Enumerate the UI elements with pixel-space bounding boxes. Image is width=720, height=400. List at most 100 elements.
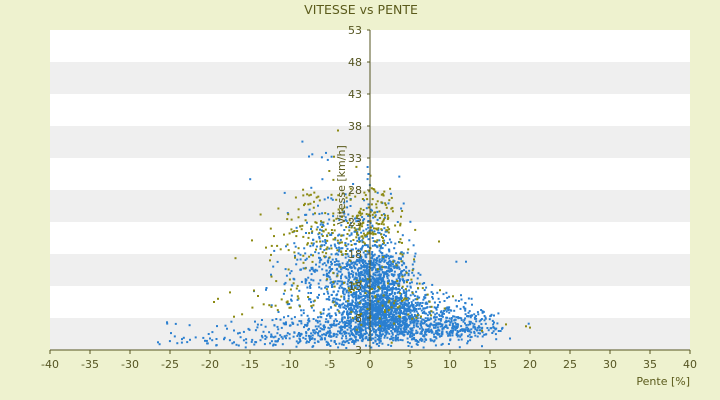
data-point	[416, 282, 418, 285]
data-point	[304, 213, 307, 216]
data-point	[371, 251, 374, 253]
data-point	[324, 239, 327, 241]
data-point	[341, 343, 343, 346]
data-point	[382, 327, 384, 330]
data-point	[377, 293, 380, 296]
data-point	[320, 313, 323, 315]
data-point	[359, 280, 362, 283]
data-point	[414, 298, 417, 301]
data-point	[376, 228, 379, 231]
data-point	[310, 301, 312, 304]
data-point	[333, 333, 336, 336]
data-point	[386, 299, 389, 302]
data-point	[481, 311, 484, 314]
data-point	[344, 244, 347, 247]
data-point	[398, 288, 401, 291]
data-point	[333, 243, 336, 246]
data-point	[309, 202, 312, 205]
data-point	[365, 335, 368, 338]
data-point	[343, 266, 346, 269]
data-point	[435, 337, 438, 340]
data-point	[431, 292, 434, 295]
data-point	[308, 298, 310, 301]
data-point	[478, 320, 481, 323]
data-point	[371, 312, 374, 315]
data-point	[434, 326, 437, 329]
data-point	[470, 314, 473, 317]
data-point	[332, 290, 335, 293]
data-point	[349, 281, 352, 284]
data-point	[335, 314, 338, 317]
data-point	[358, 328, 361, 331]
data-point	[378, 306, 381, 308]
data-point	[442, 327, 445, 330]
data-point	[351, 270, 353, 273]
data-point	[400, 298, 403, 301]
data-point	[340, 253, 343, 256]
data-point	[326, 158, 329, 161]
data-point	[352, 319, 355, 322]
data-point	[441, 315, 444, 318]
data-point	[391, 333, 394, 336]
data-point	[313, 299, 316, 302]
data-point	[399, 310, 402, 313]
data-point	[367, 213, 370, 216]
data-point	[377, 228, 380, 231]
data-point	[408, 317, 411, 319]
data-point	[379, 251, 382, 254]
data-point	[328, 333, 331, 336]
data-point	[368, 286, 370, 289]
data-point	[384, 321, 387, 324]
data-point	[306, 243, 309, 246]
data-point	[359, 321, 361, 324]
data-point	[383, 281, 386, 284]
data-point	[360, 267, 363, 270]
data-point	[322, 309, 325, 312]
data-point	[411, 309, 414, 312]
data-point	[359, 296, 362, 299]
data-point	[341, 328, 344, 331]
data-point	[166, 321, 168, 324]
data-point	[373, 230, 376, 233]
data-point	[392, 307, 395, 310]
data-point	[300, 320, 303, 323]
data-point	[405, 270, 408, 273]
data-point	[317, 316, 319, 319]
data-point	[397, 257, 400, 260]
data-point	[473, 332, 476, 334]
data-point	[383, 325, 386, 328]
data-point	[348, 219, 351, 222]
data-point	[333, 155, 335, 158]
data-point	[364, 262, 367, 265]
data-point	[374, 273, 377, 276]
data-point	[355, 282, 358, 285]
data-point	[465, 326, 468, 329]
data-point	[347, 285, 350, 288]
data-point	[388, 199, 391, 202]
data-point	[264, 325, 267, 328]
data-point	[385, 325, 388, 328]
data-point	[350, 266, 353, 269]
data-point	[365, 280, 368, 283]
data-point	[354, 195, 357, 198]
data-point	[341, 266, 344, 269]
data-point	[310, 332, 313, 335]
data-point	[336, 272, 339, 275]
data-point	[404, 316, 407, 319]
data-point	[375, 303, 377, 306]
data-point	[413, 318, 416, 321]
data-point	[355, 294, 358, 296]
data-point	[375, 321, 378, 324]
data-point	[350, 233, 353, 236]
data-point	[355, 220, 358, 223]
data-point	[370, 304, 373, 307]
data-point	[290, 299, 293, 302]
data-point	[429, 312, 432, 315]
data-point	[460, 294, 462, 297]
data-point	[383, 273, 386, 276]
data-point	[368, 334, 371, 337]
data-point	[329, 324, 332, 326]
data-point	[474, 328, 477, 331]
data-point	[295, 287, 298, 290]
data-point	[359, 214, 362, 217]
